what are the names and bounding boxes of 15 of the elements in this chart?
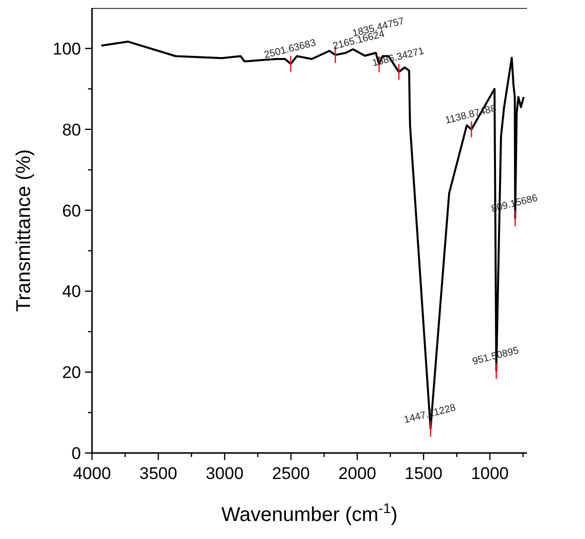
y-tick-label: 80 (62, 120, 81, 140)
x-tick-label: 2000 (338, 464, 376, 483)
x-axis-title: Wavenumber (cm$^{-1}$) (221, 500, 398, 526)
y-tick-label: 20 (62, 363, 81, 382)
y-tick-label: 40 (62, 282, 81, 302)
y-axis-title: Transmittance (%) (13, 149, 35, 312)
x-tick-label: 1000 (470, 464, 509, 483)
x-tick-label: 3500 (139, 464, 178, 483)
x-tick-label: 2500 (272, 464, 310, 483)
x-tick-label: 3000 (206, 464, 244, 483)
y-tick-label: 60 (62, 201, 81, 220)
y-tick-label: 100 (52, 39, 81, 58)
x-tick-label: 1500 (404, 464, 442, 483)
x-tick-label: 4000 (73, 464, 111, 483)
y-tick-label: 0 (72, 444, 81, 463)
